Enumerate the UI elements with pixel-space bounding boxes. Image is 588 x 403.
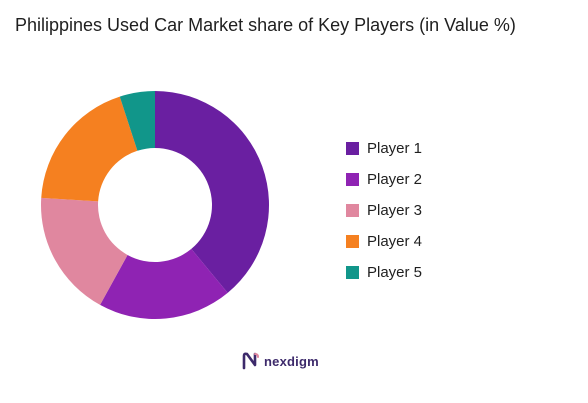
legend-label: Player 1: [367, 139, 423, 157]
legend-item-player-1: Player 1: [346, 133, 422, 164]
legend-item-player-5: Player 5: [346, 257, 422, 288]
legend-swatch: [346, 204, 359, 217]
donut-slice-player-1: [155, 91, 270, 293]
donut-slice-player-2: [100, 248, 228, 320]
legend-swatch: [346, 142, 359, 155]
legend-swatch: [346, 266, 359, 279]
legend-swatch: [346, 235, 359, 248]
chart-legend: Player 1 Player 2 Player 3 Player 4 Play…: [346, 133, 422, 288]
donut-slice-player-3: [40, 197, 128, 305]
legend-label: Player 2: [367, 170, 423, 188]
legend-label: Player 5: [367, 263, 423, 281]
nexdigm-n-icon: [242, 352, 259, 370]
legend-item-player-3: Player 3: [346, 195, 422, 226]
nexdigm-logo: nexdigm: [242, 351, 319, 371]
donut-slice-player-5: [119, 91, 155, 151]
legend-label: Player 4: [367, 232, 423, 250]
legend-item-player-2: Player 2: [346, 164, 422, 195]
legend-label: Player 3: [367, 201, 423, 219]
chart-title: Philippines Used Car Market share of Key…: [15, 15, 516, 35]
logo-text: nexdigm: [264, 353, 319, 369]
donut-slice-player-4: [41, 96, 138, 202]
legend-swatch: [346, 173, 359, 186]
legend-item-player-4: Player 4: [346, 226, 422, 257]
